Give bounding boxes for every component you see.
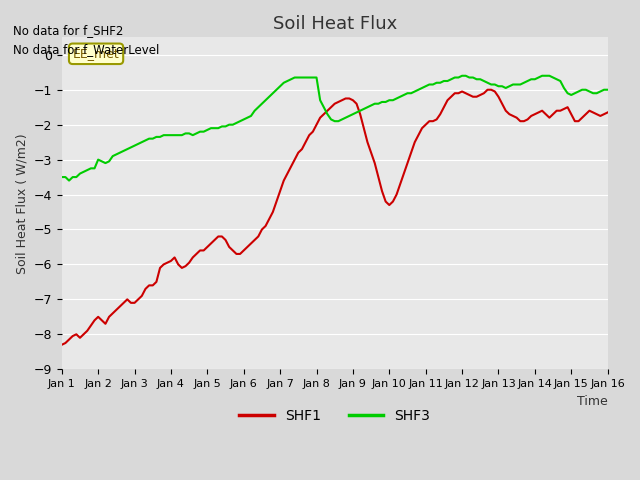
- Text: No data for f_SHF2: No data for f_SHF2: [13, 24, 123, 36]
- Text: EE_met: EE_met: [73, 48, 120, 60]
- SHF3: [444, 78, 451, 84]
- SHF1: [404, 160, 412, 166]
- SHF3: [327, 117, 335, 122]
- SHF3: [604, 87, 611, 93]
- SHF1: [324, 108, 332, 114]
- SHF3: [255, 104, 262, 110]
- Title: Soil Heat Flux: Soil Heat Flux: [273, 15, 397, 33]
- SHF3: [407, 90, 415, 96]
- Legend: SHF1, SHF3: SHF1, SHF3: [234, 404, 436, 429]
- SHF1: [440, 104, 448, 110]
- SHF1: [389, 199, 397, 204]
- SHF1: [251, 237, 259, 243]
- Y-axis label: Soil Heat Flux ( W/m2): Soil Heat Flux ( W/m2): [15, 133, 28, 274]
- SHF1: [604, 109, 611, 115]
- SHF1: [58, 342, 66, 348]
- Text: No data for f_WaterLevel: No data for f_WaterLevel: [13, 43, 159, 56]
- Line: SHF3: SHF3: [62, 76, 607, 180]
- X-axis label: Time: Time: [577, 395, 607, 408]
- Line: SHF1: SHF1: [62, 90, 607, 345]
- SHF1: [484, 87, 492, 93]
- SHF3: [58, 174, 66, 180]
- SHF3: [600, 87, 608, 93]
- SHF3: [458, 73, 466, 79]
- SHF1: [596, 113, 604, 119]
- SHF3: [65, 178, 73, 183]
- SHF3: [393, 96, 401, 101]
